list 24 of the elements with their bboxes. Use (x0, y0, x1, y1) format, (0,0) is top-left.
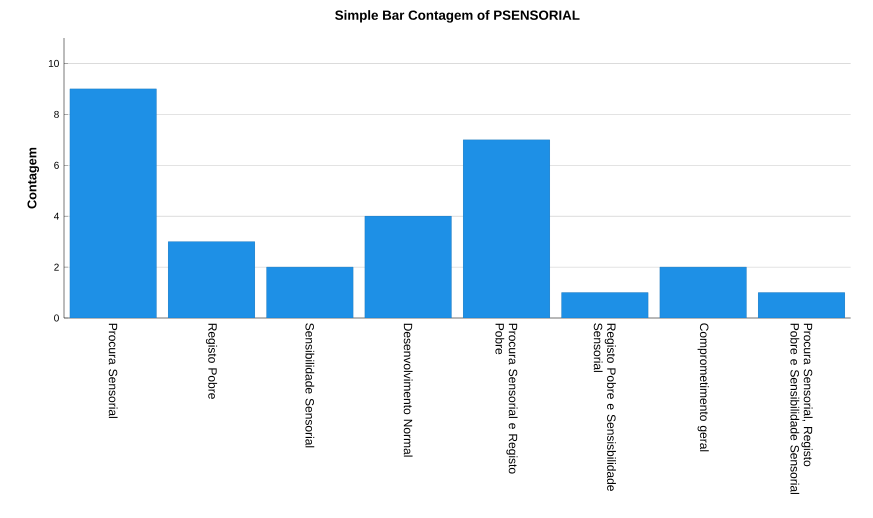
chart-title: Simple Bar Contagem of PSENSORIAL (335, 10, 580, 23)
x-tick-label: Procura Sensorial, Registo Pobre e Sensibilidade Sensorial (790, 324, 813, 494)
x-tick-label: Desenvolvimento Normal (404, 324, 413, 457)
bar (168, 241, 255, 318)
bar (70, 88, 157, 318)
y-tick-label: 2 (54, 264, 59, 271)
bar (561, 292, 648, 318)
y-tick-label: 6 (54, 162, 59, 169)
x-tick-label: Sensibilidade Sensorial (305, 323, 314, 448)
y-axis-title: Contagem (27, 148, 40, 208)
x-tick-label: Procura Sensorial (108, 324, 118, 418)
y-tick-label: 4 (54, 212, 59, 220)
bar (758, 292, 845, 318)
bar (463, 140, 550, 318)
x-tick-label: Registo Pobre (206, 324, 218, 399)
x-tick-label: Registo Pobre e Sensisbilidade Sensorial (594, 323, 616, 491)
bar (364, 216, 452, 318)
bar (266, 266, 354, 318)
bar (660, 266, 747, 318)
x-tick-label: Comprometimento geral (698, 323, 709, 452)
y-tick-label: 8 (54, 110, 59, 118)
y-tick-label: 0 (54, 314, 59, 322)
x-tick-label: Procura Sensorial e Registo Pobre (495, 324, 518, 474)
y-tick-label: 10 (48, 60, 59, 67)
